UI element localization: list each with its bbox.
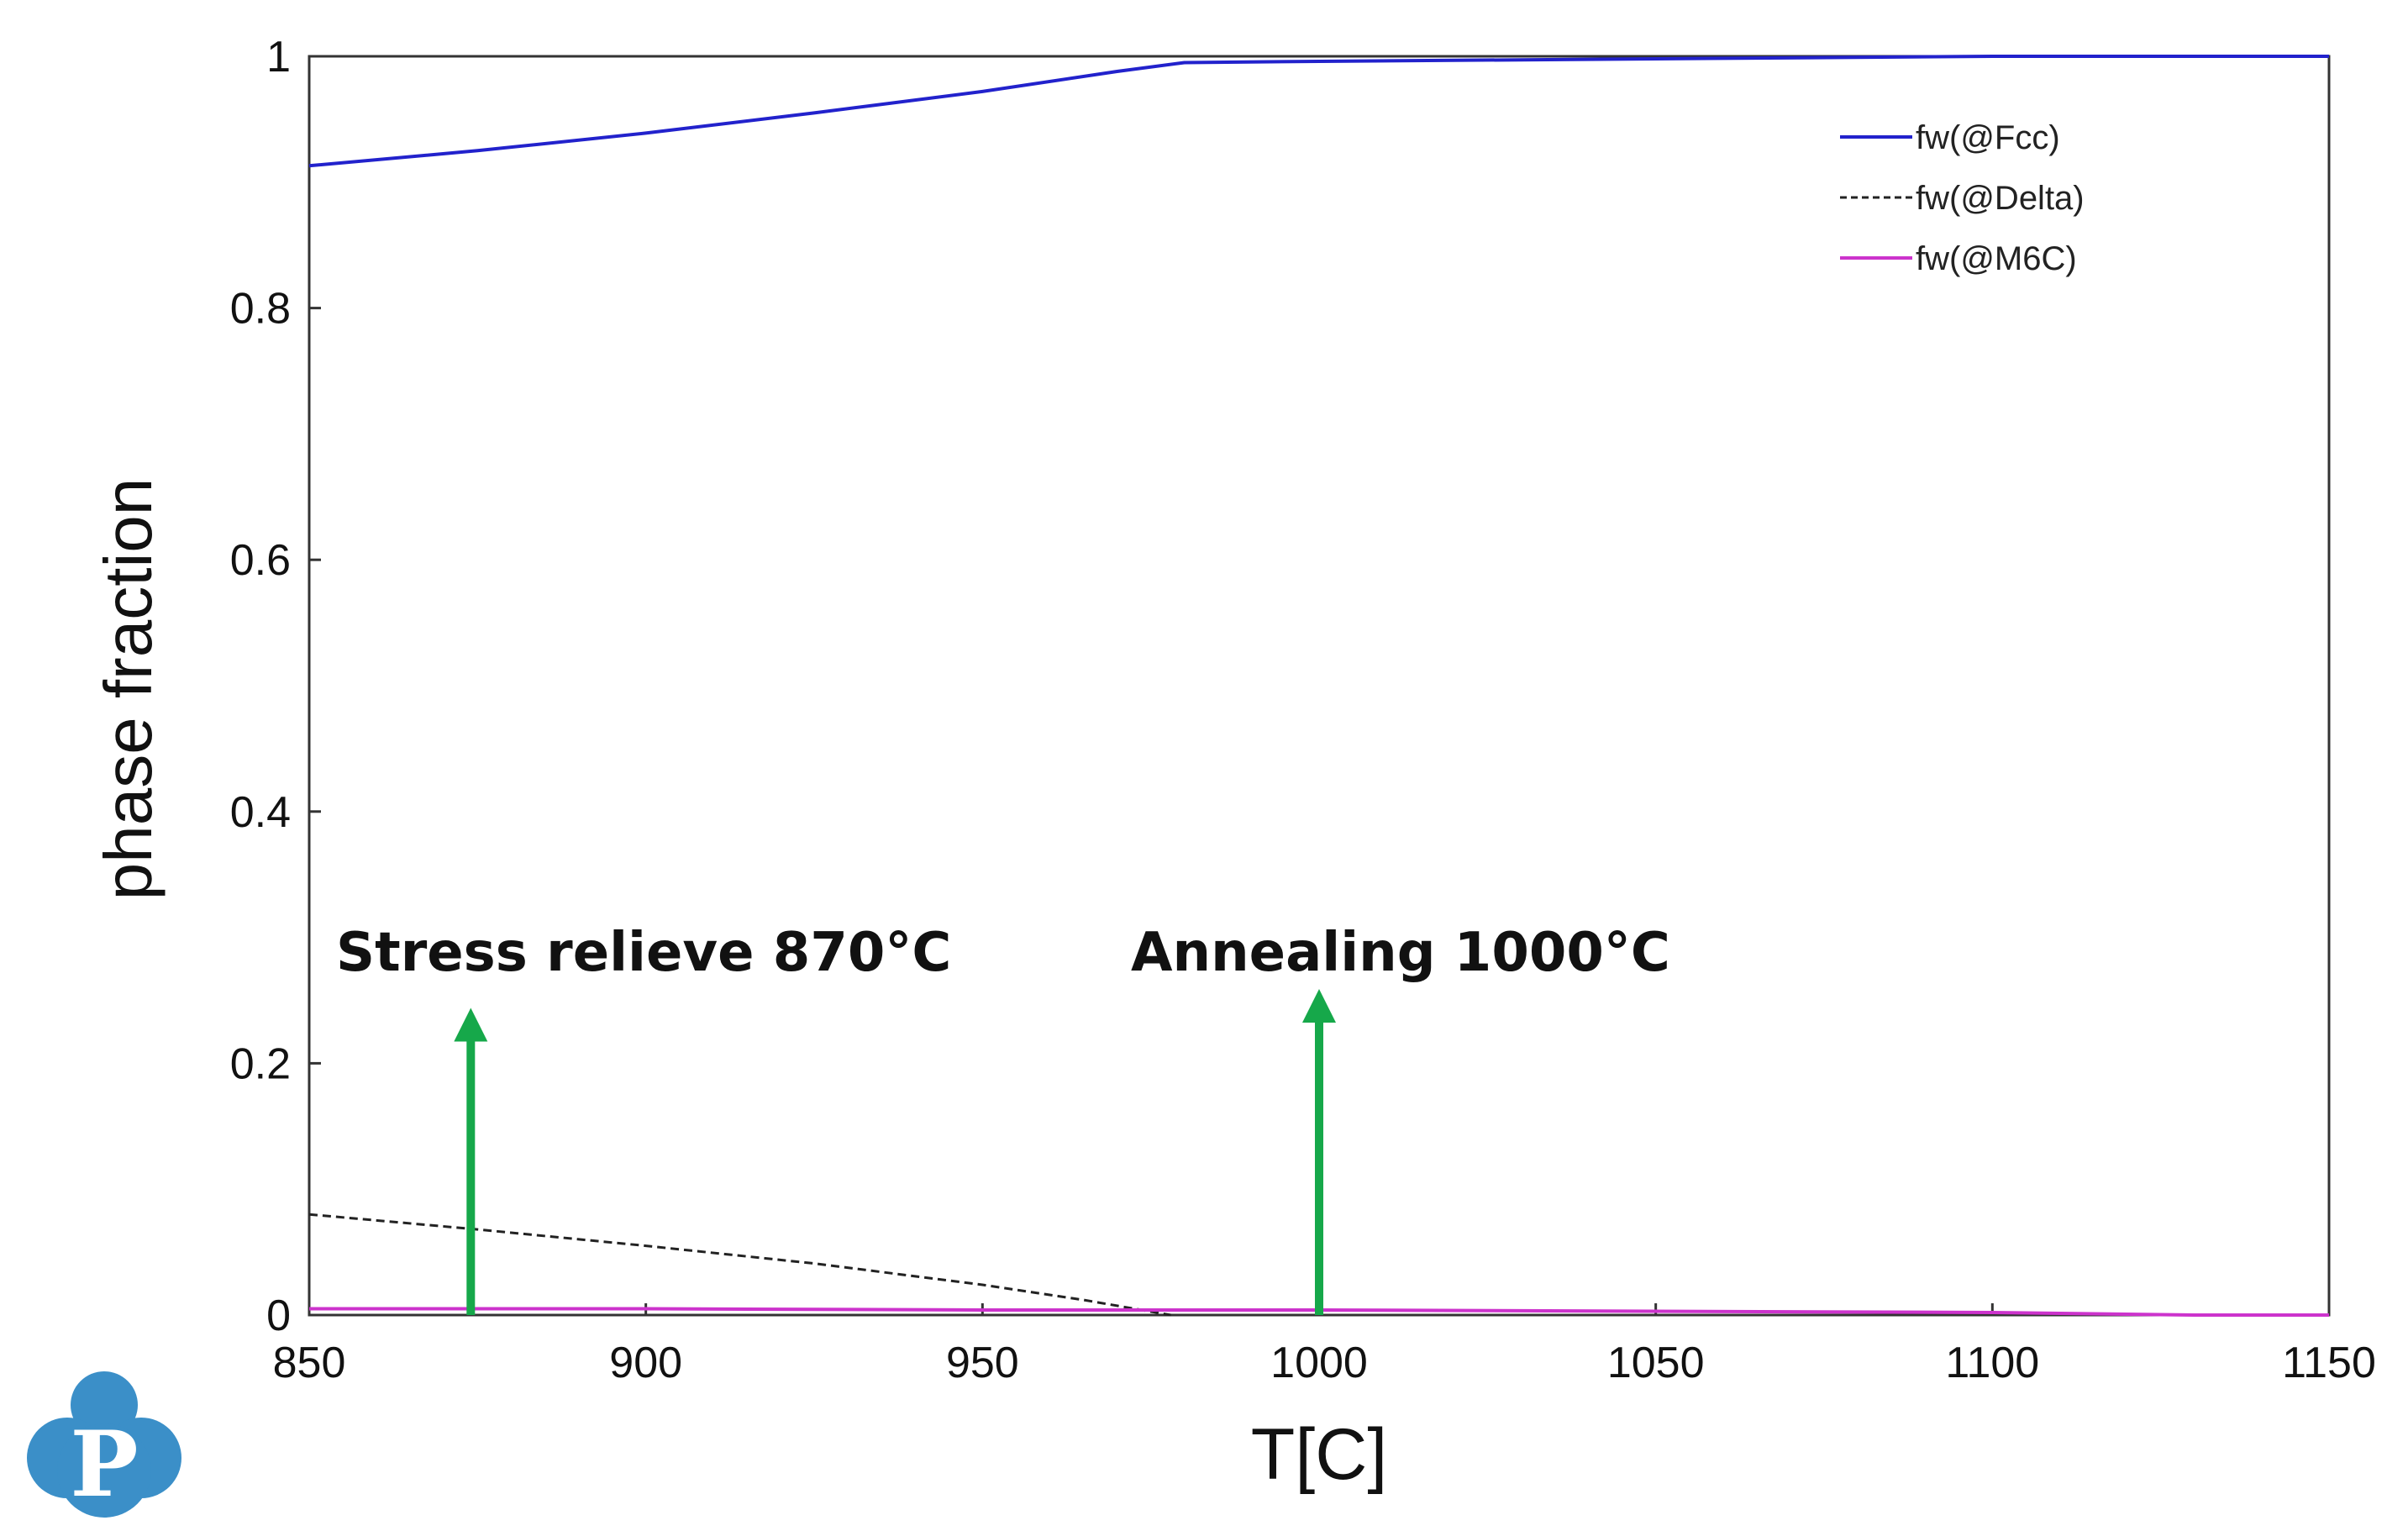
- y-tick-label: 0.2: [230, 1039, 291, 1088]
- legend-label-0: fw(@Fcc): [1916, 119, 2060, 156]
- x-tick-label: 1000: [1270, 1339, 1368, 1387]
- y-axis-title: phase fraction: [91, 478, 166, 901]
- annotation-layer: Stress relieve 870°C Annealing 1000°C: [336, 922, 1670, 1315]
- annotation-label-0: Stress relieve 870°C: [336, 922, 951, 984]
- x-tick-label: 850: [273, 1339, 346, 1387]
- cloud-logo-icon: [27, 1371, 181, 1518]
- series-line-2: [309, 1307, 2329, 1317]
- legend-label-1: fw(@Delta): [1916, 180, 2085, 217]
- annotation-label-1: Annealing 1000°C: [1131, 922, 1670, 984]
- series-line-0: [308, 55, 2329, 168]
- x-tick-label: 1150: [2282, 1339, 2376, 1387]
- series-layer: [308, 55, 2329, 1317]
- y-tick-label: 1: [266, 33, 291, 82]
- y-tick-label: 0.6: [230, 536, 291, 585]
- plot-axes: 850 900 950 1000 1050 1100 1150 0 0.2 0.4 0.6 0.8 1: [230, 33, 2376, 1387]
- brand-logo: P: [27, 1371, 181, 1518]
- y-tick-label: 0: [266, 1292, 291, 1340]
- logo-letter: P: [70, 1412, 138, 1518]
- x-tick-label: 900: [609, 1339, 682, 1387]
- y-tick-label: 0.8: [230, 285, 291, 334]
- x-axis-title: T[C]: [1251, 1414, 1387, 1495]
- x-tick-label: 950: [946, 1339, 1019, 1387]
- series-line-1: [308, 1213, 1171, 1317]
- legend: fw(@Fcc) fw(@Delta) fw(@M6C): [1840, 119, 2085, 277]
- x-tick-label: 1100: [1945, 1339, 2039, 1387]
- x-tick-label: 1050: [1607, 1339, 1705, 1387]
- y-tick-label: 0.4: [230, 788, 291, 837]
- legend-label-2: fw(@M6C): [1916, 240, 2077, 277]
